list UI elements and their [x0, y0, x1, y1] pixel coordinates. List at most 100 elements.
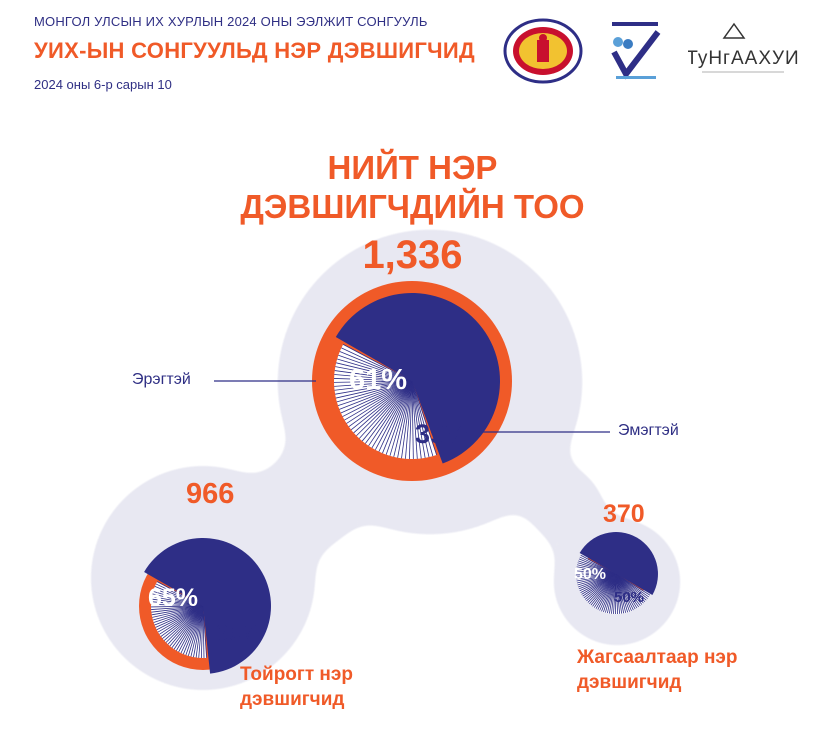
- pie-0-hatch-3: [411, 380, 426, 458]
- pie-2: [575, 532, 658, 615]
- pie-1-hatch-7: [187, 605, 204, 657]
- pie-0-hatch-28: [342, 380, 413, 417]
- pie-0-hatch-19: [365, 380, 413, 444]
- pie-1-hatch-14: [171, 605, 204, 648]
- pie-0-hatch-30: [339, 380, 413, 410]
- pie-0-hatch-0: [411, 380, 438, 456]
- pie-0-hatch-36: [334, 380, 413, 387]
- pie-0-hatch-18: [368, 380, 413, 447]
- pie-1-hatch-19: [162, 605, 204, 639]
- constituency-caption: Тойрогт нэр дэвшигчид: [240, 662, 353, 712]
- constituency-male-pct: 65%: [148, 584, 199, 612]
- pie-0-hatch-1: [411, 380, 434, 457]
- pie-0-hatch-37: [334, 380, 413, 383]
- pie-1-hatch-36: [151, 596, 204, 607]
- pie-0-female-slice: [334, 344, 437, 459]
- pie-1-hatch-30: [151, 605, 204, 613]
- bubble-bridge-left: [260, 450, 360, 550]
- election-commission-logo: [503, 18, 583, 84]
- pie-0-hatch-14: [382, 380, 413, 454]
- pie-0-hatch-29: [340, 380, 413, 414]
- pie-0-hatch-4: [411, 380, 422, 459]
- pie-1-hatch-40: [154, 585, 204, 607]
- pie-1-hatch-35: [151, 598, 204, 607]
- total-title-line1: НИЙТ НЭР: [327, 149, 498, 186]
- pie-1-male-slice: [144, 538, 271, 674]
- pie-0-hatch-9: [401, 380, 413, 459]
- pie-1-hatch-38: [152, 590, 204, 607]
- pie-1-hatch-31: [151, 605, 204, 610]
- pie-0-hatch-25: [348, 380, 413, 428]
- pie-1-hatch-15: [169, 605, 204, 647]
- pie-0-hatch-2: [411, 380, 430, 458]
- pie-0-hatch-22: [356, 380, 413, 437]
- pie-0-hatch-26: [346, 380, 413, 424]
- party-list-male-pct: 50%: [574, 566, 607, 583]
- pie-1-hatch-25: [154, 605, 204, 626]
- female-label: Эмэгтэй: [618, 422, 679, 439]
- pie-1-hatch-17: [165, 605, 204, 643]
- pie-0-hatch-34: [335, 380, 413, 395]
- total-female-pct: 39%: [415, 419, 470, 449]
- pie-1-hatch-3: [198, 605, 204, 658]
- pie-1-hatch-9: [183, 605, 204, 655]
- pie-0-hatch-23: [353, 380, 413, 434]
- pie-1-hatch-12: [175, 605, 204, 651]
- tungalag-logo: ТуНгААХУИ: [686, 18, 799, 84]
- pie-0-hatch-16: [374, 380, 413, 451]
- pie-0-hatch-35: [334, 380, 413, 391]
- pie-1-hatch-39: [153, 588, 204, 607]
- pie-0-male-slice: [335, 293, 500, 464]
- party-list-caption-line2: дэвшигчид: [577, 672, 682, 693]
- pie-1-hatch-33: [151, 603, 204, 607]
- party-list-caption: Жагсаалтаар нэр дэвшигчид: [577, 645, 738, 695]
- pie-0-hatch-7: [408, 380, 413, 459]
- pie-0-hatch-39: [334, 374, 413, 382]
- pie-1-hatch-6: [190, 605, 204, 657]
- pie-1-hatch-10: [180, 605, 204, 654]
- pie-1-hatch-5: [193, 605, 204, 658]
- constituency-caption-line1: Тойрогт нэр: [240, 664, 353, 685]
- pie-1-hatch-1: [202, 605, 205, 658]
- pie-0-hatch-42: [336, 362, 413, 382]
- pie-1-hatch-18: [163, 605, 204, 641]
- pie-1-hatch-16: [167, 605, 204, 645]
- pie-1-hatch-8: [185, 605, 204, 656]
- pie-0-hatch-41: [335, 366, 413, 382]
- pie-1-hatch-22: [157, 605, 204, 633]
- pie-1-hatch-11: [178, 605, 204, 653]
- pie-1-hatch-29: [151, 605, 204, 616]
- pie-1-hatch-41: [155, 583, 204, 607]
- pie-0-hatch-33: [335, 380, 413, 399]
- party-list-value: 370: [603, 500, 645, 528]
- pie-0-hatch-47: [342, 344, 413, 382]
- pie-2-hatch-60: [580, 554, 617, 575]
- pie-0-hatch-17: [371, 380, 413, 449]
- pie-0-hatch-5: [411, 380, 418, 459]
- total-value: 1,336: [362, 233, 463, 277]
- header-kicker: МОНГОЛ УЛСЫН ИХ ХУРЛЫН 2024 ОНЫ ЭЭЛЖИТ С…: [34, 14, 428, 29]
- pie-1-hatch-26: [153, 605, 204, 623]
- pie-1-hatch-28: [152, 605, 204, 618]
- pie-0-hatch-20: [361, 380, 413, 442]
- pie-0-hatch-38: [334, 378, 413, 382]
- pie-1-hatch-27: [152, 605, 204, 621]
- pie-0-hatch-6: [411, 380, 414, 459]
- male-label: Эрэгтэй: [132, 371, 191, 388]
- pie-2-male-slice: [579, 532, 658, 595]
- pie-0-hatch-12: [389, 380, 413, 456]
- pie-0-hatch-13: [385, 380, 413, 455]
- pie-1-hatch-34: [151, 601, 204, 607]
- total-title-line2: ДЭВШИГЧДИЙН ТОО: [240, 188, 585, 225]
- pie-0: [312, 281, 512, 481]
- pie-1-hatch-32: [151, 605, 204, 608]
- pie-1-hatch-23: [156, 605, 204, 631]
- gec-ballot-logo: [606, 18, 664, 84]
- pie-0-hatch-11: [393, 380, 413, 457]
- total-title: НИЙТ НЭР ДЭВШИГЧДИЙН ТОО: [0, 148, 825, 226]
- pie-0-hatch-43: [337, 358, 413, 382]
- pie-0-hatch-24: [350, 380, 413, 431]
- leader-lines: [214, 380, 610, 433]
- page-title: УИХ-ЫН СОНГУУЛЬД НЭР ДЭВШИГЧИД: [34, 38, 475, 63]
